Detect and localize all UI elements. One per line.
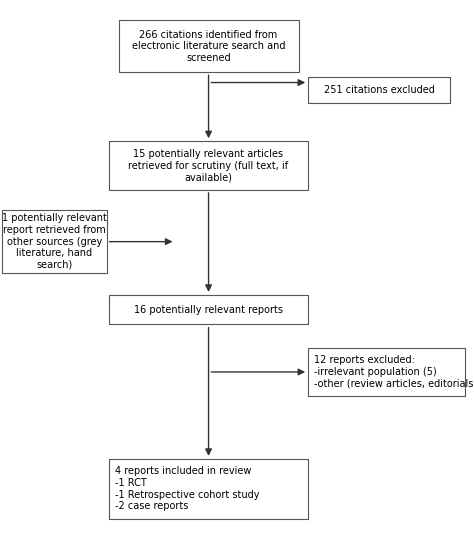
Text: 4 reports included in review
-1 RCT
-1 Retrospective cohort study
-2 case report: 4 reports included in review -1 RCT -1 R… — [115, 466, 259, 511]
FancyBboxPatch shape — [109, 141, 308, 190]
FancyBboxPatch shape — [118, 20, 299, 72]
FancyBboxPatch shape — [109, 459, 308, 519]
Text: 1 potentially relevant
report retrieved from
other sources (grey
literature, han: 1 potentially relevant report retrieved … — [2, 213, 107, 270]
FancyBboxPatch shape — [308, 77, 450, 103]
FancyBboxPatch shape — [308, 348, 465, 396]
Text: 16 potentially relevant reports: 16 potentially relevant reports — [134, 305, 283, 314]
FancyBboxPatch shape — [2, 210, 107, 273]
FancyBboxPatch shape — [109, 294, 308, 325]
Text: 15 potentially relevant articles
retrieved for scrutiny (full text, if
available: 15 potentially relevant articles retriev… — [128, 149, 289, 182]
Text: 266 citations identified from
electronic literature search and
screened: 266 citations identified from electronic… — [132, 29, 285, 63]
Text: 251 citations excluded: 251 citations excluded — [324, 85, 435, 94]
Text: 12 reports excluded:
-irrelevant population (5)
-other (review articles, editori: 12 reports excluded: -irrelevant populat… — [314, 355, 474, 389]
